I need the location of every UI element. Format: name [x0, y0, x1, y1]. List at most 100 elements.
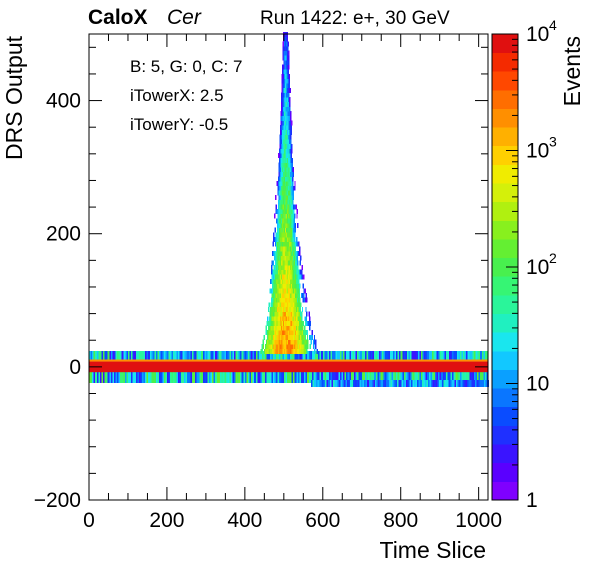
heatmap-cell — [293, 218, 296, 224]
heatmap-cell — [341, 372, 344, 383]
heatmap-cell — [286, 241, 289, 247]
heatmap-cell — [367, 372, 370, 383]
heatmap-cell — [302, 297, 305, 303]
heatmap-cell — [389, 380, 391, 387]
heatmap-cell — [332, 372, 334, 383]
heatmap-cell — [336, 380, 338, 387]
heatmap-cell — [310, 350, 313, 362]
heatmap-cell — [323, 380, 326, 387]
heatmap-cell — [320, 380, 323, 387]
heatmap-cell — [280, 195, 283, 201]
heatmap-cell — [296, 372, 299, 383]
heatmap-cell — [305, 350, 308, 362]
heatmap-cell — [281, 73, 284, 79]
heatmap-cell — [480, 350, 483, 362]
heatmap-cell — [308, 372, 311, 383]
heatmap-cell — [120, 372, 123, 383]
heatmap-cell — [290, 148, 293, 154]
heatmap-cell — [346, 380, 349, 387]
heatmap-cell — [282, 87, 284, 93]
heatmap-cell — [301, 306, 304, 312]
heatmap-cell — [276, 241, 278, 247]
heatmap-cell — [467, 350, 470, 362]
heatmap-cell — [282, 288, 284, 294]
heatmap-cell — [308, 316, 311, 322]
heatmap-cell — [298, 330, 300, 336]
heatmap-cell — [107, 350, 110, 362]
heatmap-cell — [294, 316, 297, 322]
heatmap-cell — [277, 223, 279, 229]
heatmap-cell — [288, 106, 291, 112]
heatmap-cell — [296, 223, 299, 229]
heatmap-cell — [307, 320, 309, 326]
heatmap-cell — [337, 380, 340, 387]
heatmap-cell — [283, 78, 286, 84]
heatmap-cell — [199, 372, 202, 383]
heatmap-cell — [286, 106, 289, 112]
heatmap-cell — [285, 41, 287, 47]
heatmap-cell — [285, 339, 288, 345]
heatmap-cell — [291, 237, 294, 243]
heatmap-cell — [270, 330, 272, 336]
heatmap-cell — [286, 255, 289, 261]
heatmap-cell — [282, 120, 285, 126]
heatmap-cell — [290, 350, 292, 362]
heatmap-cell — [301, 344, 303, 350]
heatmap-cell — [284, 339, 287, 345]
heatmap-cell — [300, 325, 303, 331]
heatmap-cell — [300, 344, 302, 350]
heatmap-cell — [277, 209, 280, 215]
heatmap-cell — [279, 157, 282, 163]
heatmap-cell — [286, 334, 289, 340]
heatmap-cell — [290, 311, 293, 317]
color-bar-segment — [492, 127, 518, 147]
heatmap-cell — [313, 372, 316, 383]
heatmap-cell — [272, 334, 275, 340]
heatmap-cell — [270, 278, 272, 284]
heatmap-cell — [288, 171, 291, 177]
heatmap-cell — [285, 139, 287, 145]
heatmap-cell — [284, 218, 286, 224]
heatmap-cell — [275, 311, 278, 317]
heatmap-cell — [277, 316, 279, 322]
heatmap-cell — [135, 350, 138, 362]
heatmap-cell — [294, 311, 296, 317]
heatmap-cell — [221, 372, 224, 383]
heatmap-cell — [278, 274, 281, 280]
heatmap-cell — [254, 350, 257, 362]
heatmap-cell — [469, 350, 472, 362]
heatmap-cell — [298, 334, 301, 340]
heatmap-cell — [285, 185, 288, 191]
heatmap-cell — [285, 190, 288, 196]
heatmap-cell — [98, 350, 101, 362]
heatmap-cell — [291, 260, 293, 266]
heatmap-cell — [287, 339, 289, 345]
heatmap-cell — [282, 237, 284, 243]
heatmap-cell — [461, 372, 464, 383]
heatmap-cell — [266, 330, 269, 336]
heatmap-cell — [346, 350, 349, 362]
heatmap-cell — [284, 306, 286, 312]
heatmap-cell — [280, 209, 282, 215]
heatmap-cell — [459, 380, 462, 387]
heatmap-cell — [294, 288, 296, 294]
heatmap-cell — [283, 302, 286, 308]
heatmap-cell — [288, 274, 290, 280]
heatmap-cell — [293, 292, 296, 298]
heatmap-cell — [299, 306, 301, 312]
heatmap-cell — [432, 380, 435, 387]
heatmap-cell — [163, 350, 166, 362]
heatmap-cell — [282, 348, 285, 354]
heatmap-cell — [287, 83, 289, 89]
heatmap-cell — [240, 350, 243, 362]
heatmap-cell — [287, 265, 290, 270]
x-tick-label: 800 — [383, 509, 418, 532]
x-tick-label: 0 — [83, 509, 95, 532]
heatmap-cell — [269, 348, 272, 354]
heatmap-cell — [288, 269, 290, 275]
heatmap-cell — [279, 190, 282, 196]
heatmap-cell — [318, 350, 320, 362]
heatmap-cell — [296, 311, 299, 317]
heatmap-cell — [215, 350, 218, 362]
